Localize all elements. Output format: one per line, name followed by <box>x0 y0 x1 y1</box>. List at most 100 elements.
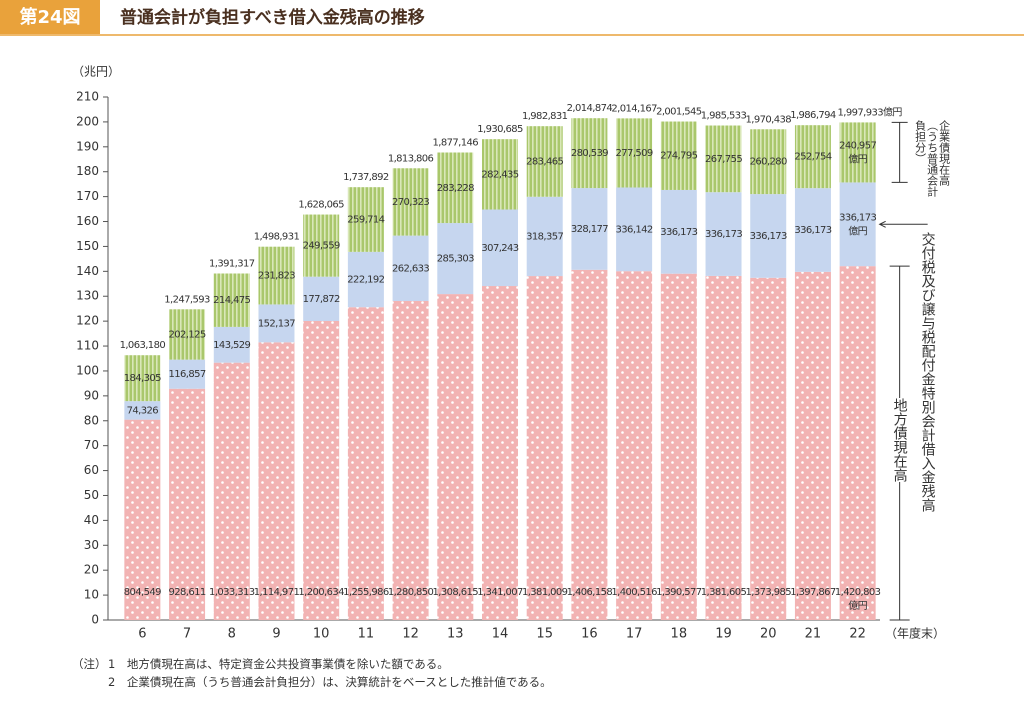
y-tick-label: 180 <box>76 164 99 178</box>
value-label: 318,357 <box>526 231 563 242</box>
value-label: 336,142 <box>616 224 653 235</box>
value-label: 283,228 <box>437 183 474 194</box>
bar-segment <box>750 129 787 195</box>
y-tick-label: 110 <box>76 339 99 353</box>
bar-segment <box>482 209 518 287</box>
bar-segment <box>213 362 250 620</box>
bar-segment <box>794 188 831 272</box>
value-label: 277,509 <box>616 148 653 159</box>
y-tick-label: 100 <box>76 363 99 377</box>
y-tick-label: 210 <box>76 90 99 104</box>
bar-segment <box>258 304 295 343</box>
bar-segment <box>124 419 161 620</box>
value-label: 202,125 <box>168 329 205 340</box>
value-label: 231,823 <box>258 271 295 282</box>
value-label: 184,305 <box>124 373 161 384</box>
unit-note: 億円 <box>848 599 867 612</box>
value-label: 1,341,007 <box>477 587 523 598</box>
x-tick-label: 7 <box>183 627 191 642</box>
value-label: 260,280 <box>750 157 787 168</box>
y-tick-label: 70 <box>84 438 99 452</box>
legend-label: 企業債現在高（うち普通会計負担分） <box>913 120 951 198</box>
total-label: 1,498,931 <box>254 232 300 243</box>
bar-segment <box>437 152 474 224</box>
bar-segment <box>660 273 697 620</box>
x-tick-label: 9 <box>272 627 280 642</box>
value-label: 1,114,971 <box>254 587 300 598</box>
value-label: 267,755 <box>705 154 742 165</box>
legend-arrow <box>878 220 928 228</box>
bar-segment <box>839 122 876 183</box>
x-tick-label: 17 <box>626 627 643 642</box>
value-label: 307,243 <box>481 243 518 254</box>
value-label: 249,559 <box>303 241 340 252</box>
legend-bracket <box>891 121 908 183</box>
bar-segment <box>482 139 518 210</box>
y-tick-label: 130 <box>76 289 99 303</box>
value-label: 1,400,516 <box>611 587 657 598</box>
bar-segment <box>169 388 206 620</box>
value-label: 1,381,605 <box>701 587 747 598</box>
value-label: 252,754 <box>794 152 831 163</box>
figure-badge <box>0 0 100 34</box>
value-label: 282,435 <box>481 169 518 180</box>
y-tick-label: 150 <box>76 239 99 253</box>
legend-label: 地方債現在高 <box>891 398 908 482</box>
value-label: 262,633 <box>392 263 429 274</box>
note: 2 企業債現在高（うち普通会計負担分）は、決算統計をベースとした推計値である。 <box>108 675 552 689</box>
bar-segment <box>794 271 831 620</box>
bar-segment <box>571 118 608 189</box>
value-label: 336,173 <box>794 225 831 236</box>
x-tick-label: 13 <box>447 627 464 642</box>
x-tick-label: 8 <box>228 627 236 642</box>
bar-segment <box>303 214 340 277</box>
figure-number: 第24図 <box>19 6 80 28</box>
bar-segment <box>794 125 831 189</box>
x-tick-label: 11 <box>358 627 375 642</box>
total-label: 1,877,146 <box>433 138 479 149</box>
x-tick-label: 16 <box>581 627 598 642</box>
value-label: 1,373,985 <box>745 587 791 598</box>
bar-segment <box>660 189 697 274</box>
bar-segment <box>839 266 876 620</box>
value-label: 1,420,803 <box>835 587 881 598</box>
bar-segment <box>169 359 206 389</box>
y-tick-label: 200 <box>76 114 99 128</box>
legend-label: 交付税及び譲与税配付金特別会計借入金残高 <box>919 232 936 513</box>
y-tick-label: 20 <box>84 563 99 577</box>
bar-segment <box>750 277 787 620</box>
total-label: 1,628,065 <box>298 200 344 211</box>
bar-segment <box>392 301 429 620</box>
bar-segment <box>571 269 608 620</box>
total-label: 1,982,831 <box>522 111 568 122</box>
total-label: 1,997,933億円 <box>837 105 902 118</box>
bar-segment <box>258 342 295 620</box>
total-label: 1,247,593 <box>164 294 210 305</box>
value-label: 259,714 <box>347 215 384 226</box>
y-tick-label: 190 <box>76 139 99 153</box>
value-label: 804,549 <box>124 587 161 598</box>
value-label: 280,539 <box>571 148 608 159</box>
value-label: 1,033,313 <box>209 587 255 598</box>
value-label: 1,280,850 <box>388 587 434 598</box>
note: 1 地方債現在高は、特定資金公共投資事業債を除いた額である。 <box>108 657 449 671</box>
total-label: 1,813,806 <box>388 153 434 164</box>
y-tick-label: 140 <box>76 264 99 278</box>
total-label: 1,930,685 <box>477 124 523 135</box>
bar-segment <box>660 121 697 190</box>
unit-note: 億円 <box>848 152 867 165</box>
x-tick-label: 20 <box>760 627 777 642</box>
bar-segment <box>616 118 653 188</box>
value-label: 1,406,158 <box>567 587 613 598</box>
value-label: 928,611 <box>168 587 205 598</box>
bar-segment <box>705 192 742 276</box>
value-label: 1,390,577 <box>656 587 702 598</box>
bar-segment <box>303 320 340 620</box>
value-label: 240,957 <box>839 140 876 151</box>
value-label: 270,323 <box>392 197 429 208</box>
bar-segment <box>347 251 384 308</box>
value-label: 1,200,634 <box>298 587 344 598</box>
total-label: 1,986,794 <box>790 110 836 121</box>
bar-segment <box>437 294 474 620</box>
bar-segment <box>482 286 518 620</box>
